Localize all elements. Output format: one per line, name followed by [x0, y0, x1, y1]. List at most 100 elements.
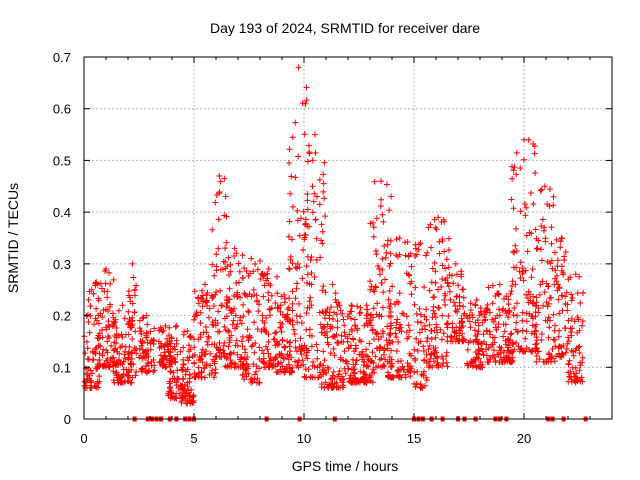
data-point	[294, 260, 301, 267]
data-point-peak	[295, 64, 302, 71]
data-point	[241, 376, 248, 383]
data-point	[443, 349, 450, 356]
data-point	[133, 282, 140, 289]
data-point	[442, 292, 449, 299]
data-point	[218, 302, 225, 309]
data-point	[541, 224, 548, 231]
data-point	[508, 330, 515, 337]
data-point	[480, 331, 487, 338]
data-point-min	[572, 379, 579, 386]
data-point	[386, 287, 393, 294]
data-point	[561, 253, 568, 260]
data-point	[575, 344, 582, 351]
data-point	[575, 316, 582, 323]
data-point	[381, 242, 388, 249]
data-point	[303, 84, 310, 91]
data-point	[331, 380, 338, 387]
data-point	[297, 348, 304, 355]
data-point-min	[295, 364, 302, 371]
data-point	[379, 255, 386, 262]
data-point	[428, 279, 435, 286]
data-point	[220, 350, 227, 357]
data-point	[313, 341, 320, 348]
data-point	[185, 387, 192, 394]
data-point	[117, 360, 124, 367]
data-point	[375, 263, 382, 270]
data-point	[422, 382, 429, 389]
data-point	[238, 320, 245, 327]
data-point-min	[435, 364, 442, 371]
data-point	[571, 318, 578, 325]
data-point	[292, 119, 299, 126]
data-point	[207, 350, 214, 357]
data-point	[551, 358, 558, 365]
data-point	[550, 311, 557, 318]
data-point	[99, 314, 106, 321]
data-point	[337, 356, 344, 363]
data-point	[197, 309, 204, 316]
data-point	[442, 301, 449, 308]
data-point	[446, 271, 453, 278]
data-point	[387, 237, 394, 244]
data-point	[317, 321, 324, 328]
data-point	[314, 355, 321, 362]
data-point	[456, 299, 463, 306]
data-point	[393, 319, 400, 326]
data-point	[445, 235, 452, 242]
data-point	[345, 344, 352, 351]
data-point-peak	[473, 297, 480, 304]
data-point	[485, 284, 492, 291]
data-point	[438, 283, 445, 290]
data-point	[131, 309, 138, 316]
data-point	[106, 323, 113, 330]
data-point	[527, 291, 534, 298]
data-point	[344, 338, 351, 345]
data-point	[157, 324, 164, 331]
data-point	[319, 240, 326, 247]
data-point	[104, 294, 111, 301]
data-point-min	[521, 348, 527, 355]
data-point	[192, 351, 199, 358]
data-point	[198, 369, 205, 376]
data-point	[215, 216, 222, 223]
data-point	[553, 272, 560, 279]
data-point	[519, 309, 526, 316]
data-point	[172, 346, 179, 353]
data-point	[318, 221, 325, 228]
data-point	[487, 331, 494, 338]
data-point	[414, 368, 421, 375]
data-point	[367, 278, 374, 285]
data-point	[300, 361, 307, 368]
data-point	[277, 302, 284, 309]
data-point	[421, 313, 428, 320]
data-point	[501, 295, 508, 302]
data-point	[515, 343, 522, 350]
data-point	[576, 343, 583, 350]
data-point	[554, 257, 561, 264]
data-point	[330, 345, 337, 352]
data-point	[386, 262, 393, 269]
data-point	[442, 265, 449, 272]
data-point	[449, 320, 456, 327]
data-point	[528, 230, 535, 237]
data-point-min	[473, 364, 480, 371]
data-point	[530, 140, 537, 147]
data-point	[289, 300, 296, 307]
data-point	[464, 346, 471, 353]
data-point	[388, 347, 395, 354]
data-point	[302, 366, 309, 373]
data-point	[350, 335, 357, 342]
data-point	[110, 276, 117, 283]
data-point	[394, 316, 401, 323]
data-point	[136, 325, 143, 332]
data-point	[136, 346, 143, 353]
data-point	[565, 369, 572, 376]
data-point	[469, 363, 476, 370]
data-point	[426, 287, 433, 294]
data-point	[222, 245, 229, 252]
data-point	[393, 334, 400, 341]
data-point	[513, 248, 520, 255]
data-point	[565, 378, 572, 385]
data-point	[131, 286, 138, 293]
data-point-min	[216, 353, 223, 360]
